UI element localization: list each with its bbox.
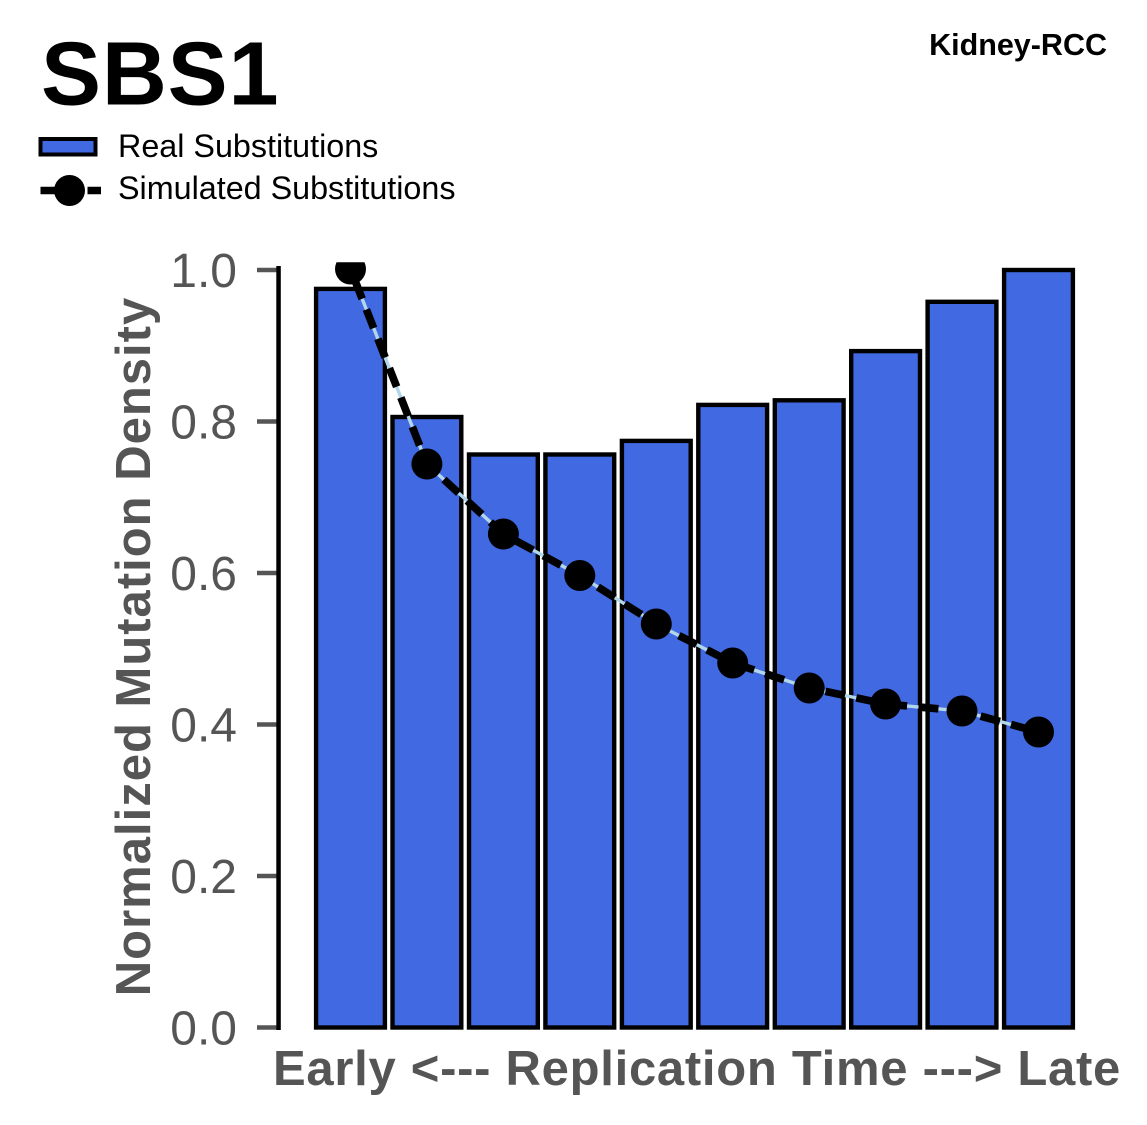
svg-text:0.6: 0.6 xyxy=(170,548,237,601)
svg-text:SBS1: SBS1 xyxy=(41,25,279,125)
svg-text:0.4: 0.4 xyxy=(170,700,237,753)
svg-text:Normalized Mutation Density: Normalized Mutation Density xyxy=(107,297,161,996)
svg-text:Early <--- Replication Time --: Early <--- Replication Time ---> Late xyxy=(273,1042,1121,1096)
svg-text:0.8: 0.8 xyxy=(170,397,237,450)
svg-text:Real Substitutions: Real Substitutions xyxy=(118,128,378,164)
svg-text:1.0: 1.0 xyxy=(170,245,237,298)
svg-text:Kidney-RCC: Kidney-RCC xyxy=(929,28,1107,62)
svg-text:0.2: 0.2 xyxy=(170,851,237,904)
svg-text:0.0: 0.0 xyxy=(170,1003,237,1056)
svg-text:Simulated Substitutions: Simulated Substitutions xyxy=(118,170,456,206)
